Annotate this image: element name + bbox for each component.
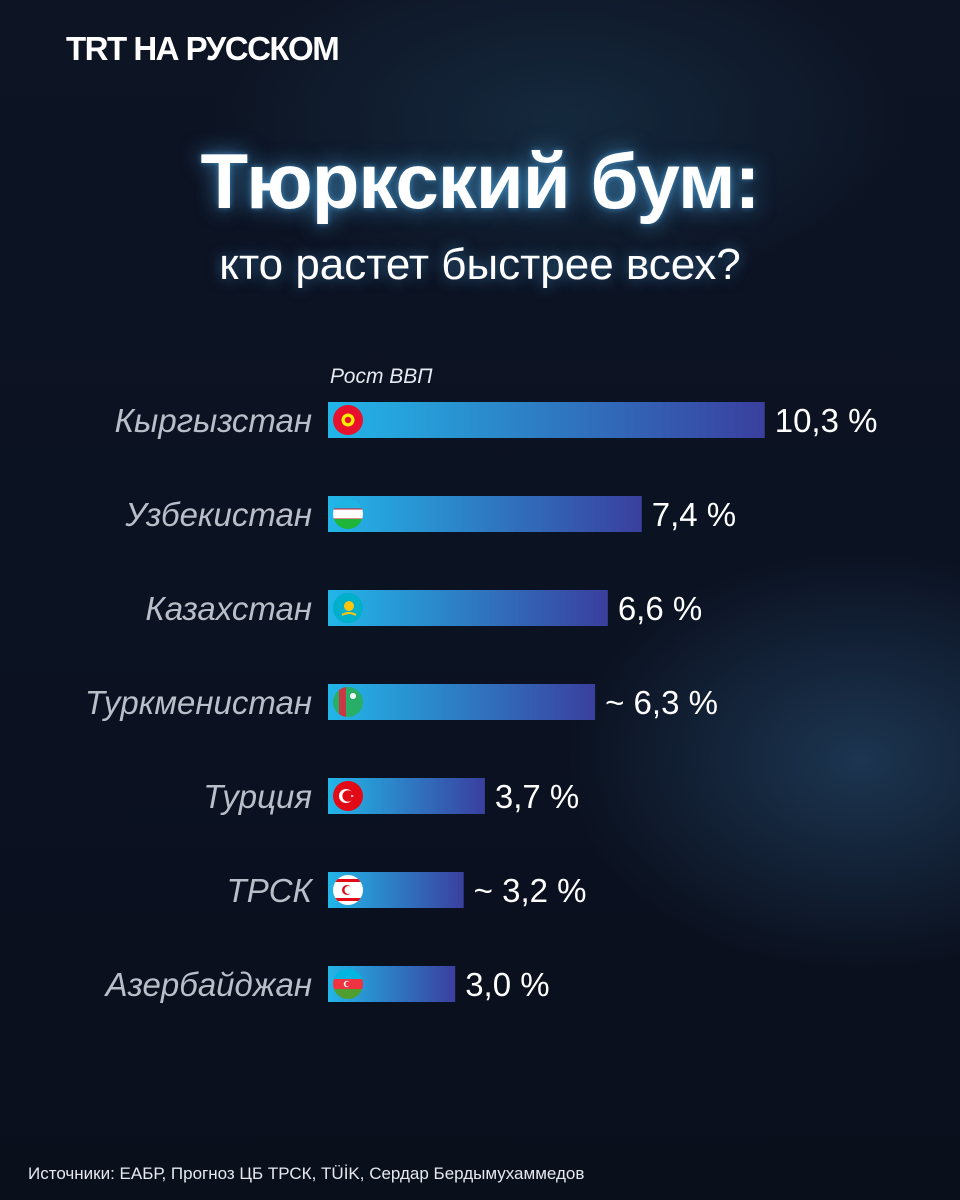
value-label: 7,4 %	[652, 496, 736, 533]
page-subtitle: кто растет быстрее всех?	[219, 240, 741, 289]
bar	[328, 496, 642, 532]
uzbekistan-flag-icon	[333, 499, 363, 529]
brand-logo: TRT НА РУССКОМ	[66, 30, 340, 67]
category-label: Туркменистан	[85, 684, 312, 721]
value-label: 6,6 %	[618, 590, 702, 627]
turkey-flag-icon	[333, 781, 363, 811]
northern-cyprus-flag-icon	[333, 875, 363, 905]
source-note: Источники: ЕАБР, Прогноз ЦБ ТРСК, TÜİK, …	[28, 1164, 585, 1183]
page-title: Тюркский бум:	[200, 137, 760, 225]
value-label: ~ 3,2 %	[474, 872, 587, 909]
turkmenistan-flag-icon	[333, 687, 363, 717]
y-axis-label: Рост ВВП	[330, 365, 433, 388]
bars-group: Кыргызстан 10,3 % Узбекистан 7,4 % Казахстан…	[85, 402, 878, 1003]
category-label: ТРСК	[227, 872, 314, 909]
category-label: Узбекистан	[124, 496, 312, 533]
value-label: 3,0 %	[465, 966, 549, 1003]
category-label: Казахстан	[145, 590, 312, 627]
value-label: ~ 6,3 %	[605, 684, 718, 721]
value-label: 10,3 %	[775, 402, 878, 439]
bar	[328, 402, 765, 438]
value-label: 3,7 %	[495, 778, 579, 815]
bar	[328, 684, 596, 720]
bar	[328, 590, 608, 626]
kazakhstan-flag-icon	[333, 593, 363, 623]
category-label: Кыргызстан	[115, 402, 312, 439]
azerbaijan-flag-icon	[333, 969, 363, 999]
category-label: Азербайджан	[104, 966, 312, 1003]
kyrgyzstan-flag-icon	[333, 405, 363, 435]
category-label: Турция	[203, 778, 312, 815]
